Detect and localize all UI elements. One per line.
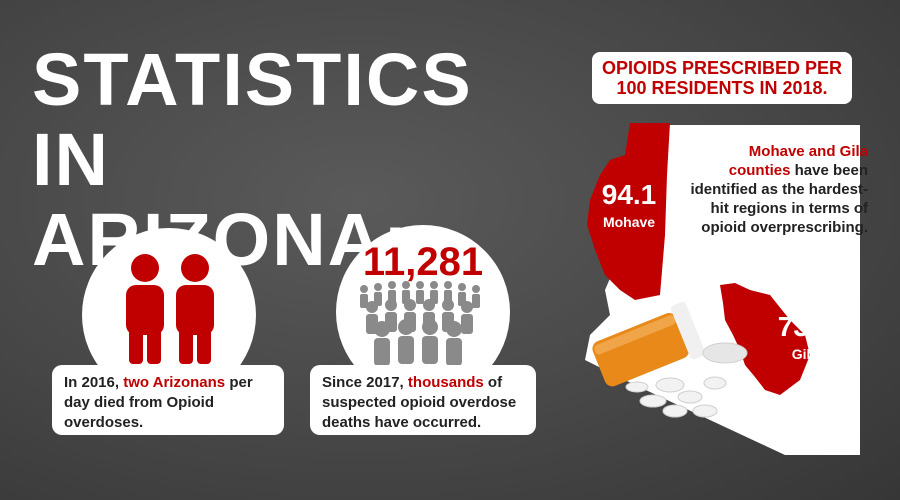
crowd-icon — [360, 281, 480, 366]
badge-line-2: 100 RESIDENTS IN 2018. — [616, 78, 828, 98]
map-note: Mohave and Gila counties have been ident… — [688, 142, 868, 237]
stat1-pre: In 2016, — [64, 374, 124, 391]
map-note-highlight: Mohave and Gila counties — [728, 143, 868, 179]
stat1-highlight: two Arizonans — [123, 374, 226, 391]
stat1-post: per day died from Opioid overdoses. — [64, 374, 253, 431]
deaths-count: 11,281 — [362, 240, 484, 284]
arizona-map — [585, 123, 860, 455]
pill-bottle-icon — [592, 301, 748, 418]
gila-label: Gila — [791, 346, 819, 362]
stat2-highlight: thousands — [407, 374, 484, 391]
prescription-badge: OPIOIDS PRESCRIBED PER 100 RESIDENTS IN … — [592, 52, 852, 104]
mohave-value: 94.1 — [601, 179, 657, 210]
stat2-pre: Since 2017, — [322, 374, 408, 391]
mohave-label: Mohave — [602, 214, 656, 230]
title-line-1: STATISTICS IN — [32, 38, 473, 201]
gila-county — [720, 283, 810, 395]
mohave-county — [587, 123, 670, 300]
page-title: STATISTICS IN ARIZONA: — [32, 40, 552, 280]
gila-value: 73.7 — [777, 311, 833, 342]
two-people-icon — [126, 254, 214, 364]
stat-card-2016: In 2016, two Arizonans per day died from… — [52, 365, 284, 435]
map-note-rest: have been identified as the hardest-hit … — [690, 162, 868, 236]
stat-card-2017: Since 2017, thousands of suspected opioi… — [310, 365, 536, 435]
stat2-post: of suspected opioid overdose deaths have… — [322, 374, 517, 431]
badge-line-1: OPIOIDS PRESCRIBED PER — [601, 58, 843, 78]
